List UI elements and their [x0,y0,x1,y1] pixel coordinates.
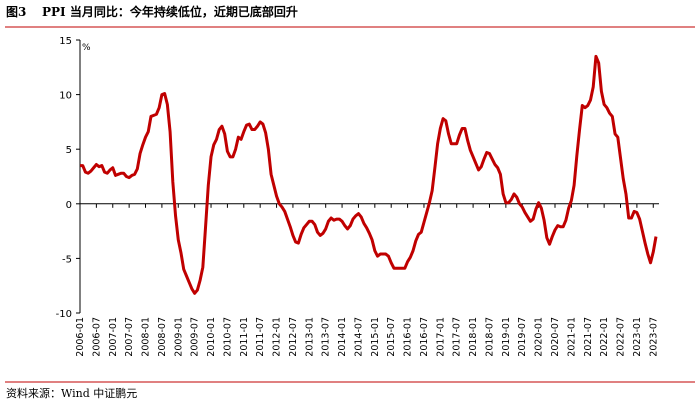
y-tick-label: -10 [56,309,72,320]
ppi-line [80,54,658,295]
y-tick-label: 10 [59,91,72,102]
x-tick-label: 2010-01 [206,317,217,357]
y-tick-label: 0 [66,200,72,211]
y-unit: % [82,43,91,53]
x-tick-label: 2015-01 [370,317,381,357]
x-tick-label: 2012-07 [288,317,299,357]
x-tick-label: 2014-07 [353,317,364,357]
x-tick-label: 2018-01 [468,317,479,357]
x-tick-label: 2010-07 [222,317,233,357]
x-tick-label: 2022-07 [616,317,627,357]
source: 资料来源：Wind 中证鹏元 [6,386,137,400]
x-tick-label: 2011-01 [239,317,250,357]
x-tick-label: 2007-01 [108,317,119,357]
x-tick-label: 2019-07 [517,317,528,357]
x-tick-label: 2022-01 [599,317,610,357]
x-tick-label: 2013-01 [304,317,315,357]
x-tick-label: 2009-07 [190,317,201,357]
x-tick-label: 2018-07 [484,317,495,357]
chart-title: PPI 当月同比：今年持续低位，近期已底部回升 [42,4,298,19]
x-tick-label: 2015-07 [386,317,397,357]
figure-label: 图3 [6,5,26,19]
x-tick-label: 2009-01 [173,317,184,357]
x-tick-label: 2014-01 [337,317,348,357]
x-tick-label: 2019-01 [501,317,512,357]
x-tick-label: 2016-07 [419,317,430,357]
x-tick-label: 2013-07 [321,317,332,357]
x-tick-label: 2021-01 [566,317,577,357]
y-tick-label: -5 [62,254,72,265]
x-tick-label: 2008-01 [141,317,152,357]
x-tick-label: 2012-01 [272,317,283,357]
x-tick-label: 2020-07 [550,317,561,357]
x-tick-label: 2017-01 [435,317,446,357]
x-tick-label: 2020-01 [534,317,545,357]
x-tick-label: 2023-01 [632,317,643,357]
x-tick-label: 2006-07 [91,317,102,357]
x-tick-label: 2023-07 [648,317,659,357]
x-tick-label: 2017-07 [452,317,463,357]
y-tick-label: 5 [66,145,72,156]
x-tick-label: 2016-01 [403,317,414,357]
y-tick-label: 15 [59,36,72,47]
x-tick-label: 2007-07 [124,317,135,357]
x-tick-label: 2021-07 [583,317,594,357]
x-tick-label: 2008-07 [157,317,168,357]
x-tick-label: 2006-01 [75,317,86,357]
x-tick-label: 2011-07 [255,317,266,357]
